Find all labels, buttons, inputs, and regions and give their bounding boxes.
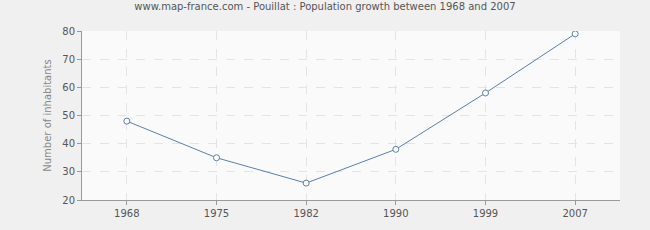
svg-text:1982: 1982 (293, 208, 318, 219)
svg-text:Number of inhabitants: Number of inhabitants (42, 59, 53, 171)
svg-text:1990: 1990 (383, 208, 408, 219)
svg-text:www.map-france.com - Pouillat: www.map-france.com - Pouillat : Populati… (134, 1, 515, 12)
svg-text:70: 70 (62, 54, 75, 65)
svg-text:80: 80 (62, 26, 75, 37)
svg-text:50: 50 (62, 110, 75, 121)
svg-text:1968: 1968 (114, 208, 139, 219)
svg-text:30: 30 (62, 166, 75, 177)
svg-text:1999: 1999 (473, 208, 498, 219)
svg-text:40: 40 (62, 138, 75, 149)
svg-text:60: 60 (62, 82, 75, 93)
svg-text:20: 20 (62, 195, 75, 206)
svg-text:1975: 1975 (204, 208, 229, 219)
svg-text:2007: 2007 (562, 208, 587, 219)
